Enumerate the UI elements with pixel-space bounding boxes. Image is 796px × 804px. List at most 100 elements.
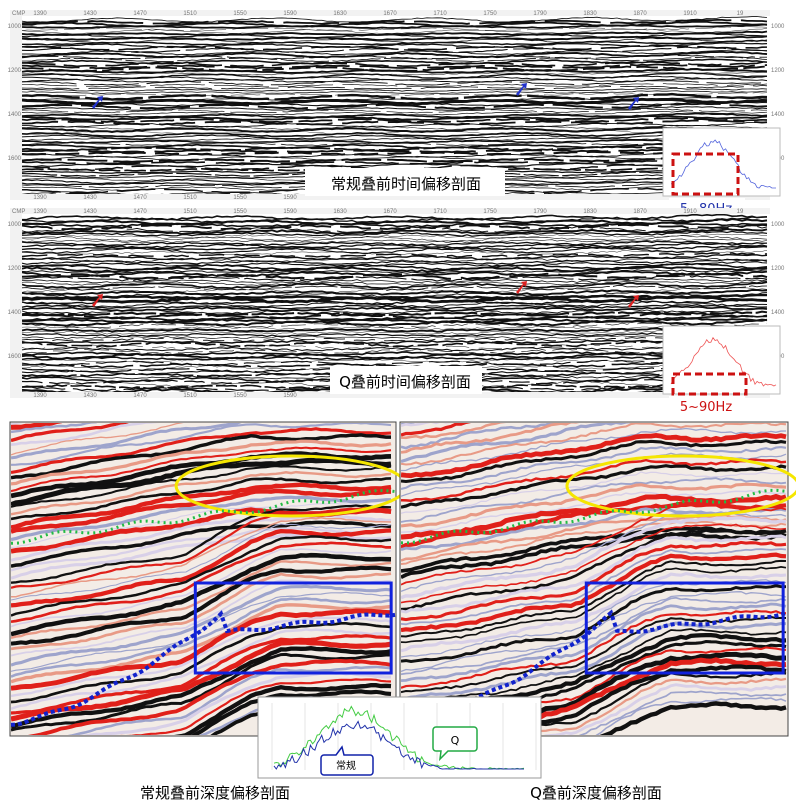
depth-reflector <box>11 628 391 710</box>
depth-reflector <box>11 427 392 475</box>
depth-reflector <box>11 523 392 601</box>
reflector <box>22 258 768 265</box>
depth-reflector <box>27 658 392 735</box>
cmp-label: 1710 <box>433 209 447 215</box>
bubble-q <box>432 726 478 762</box>
depth-reflector <box>174 683 392 735</box>
reflector <box>22 235 768 242</box>
reflector <box>22 345 768 352</box>
reflector <box>22 223 768 231</box>
reflector <box>22 314 767 322</box>
reflector <box>22 56 768 63</box>
section-caption: 常规叠前深度偏移剖面 <box>140 784 290 802</box>
cmp-label: 1550 <box>233 209 247 215</box>
cmp-label: 1670 <box>383 11 397 17</box>
time-label: 1200 <box>771 68 785 74</box>
depth-reflector <box>401 458 787 502</box>
depth-reflector <box>11 616 392 698</box>
reflector <box>22 161 767 168</box>
depth-reflector <box>11 528 392 608</box>
cmp-label: 1590 <box>283 195 297 201</box>
reflector <box>22 278 768 284</box>
depth-reflector <box>401 532 787 579</box>
reflector <box>22 334 768 340</box>
band-box <box>671 372 748 396</box>
reflector <box>22 238 768 244</box>
reflector <box>22 58 768 65</box>
cmp-label: 19 <box>737 209 744 215</box>
reflector <box>22 343 768 350</box>
cmp-label: 1790 <box>533 209 547 215</box>
reflector <box>22 310 768 317</box>
reflector <box>22 362 768 369</box>
depth-reflector <box>401 529 787 611</box>
spectrum-curve <box>670 336 777 387</box>
cmp-label: 1750 <box>483 209 497 215</box>
depth-reflector <box>578 690 787 735</box>
cmp-label: 1590 <box>283 393 297 399</box>
reflector <box>22 329 767 335</box>
depth-reflector <box>401 432 787 479</box>
reflector <box>22 92 768 101</box>
depth-reflector <box>11 517 392 598</box>
horizon-blue <box>10 610 396 727</box>
depth-reflector <box>401 423 787 466</box>
depth-reflector <box>401 439 787 484</box>
depth-reflector <box>595 696 787 735</box>
time-label: 1400 <box>8 310 22 316</box>
depth-reflector <box>401 423 786 464</box>
depth-reflector <box>401 596 787 676</box>
reflector <box>22 240 768 247</box>
reflector <box>22 42 768 49</box>
seismic <box>22 16 768 194</box>
depth-reflector <box>11 423 129 443</box>
cmp-label: 1430 <box>83 393 97 399</box>
reflector <box>22 303 768 310</box>
reflector <box>22 289 768 296</box>
reflector <box>22 39 768 46</box>
cmp-label: 1510 <box>183 195 197 201</box>
reflector <box>22 108 768 114</box>
reflector <box>22 354 768 361</box>
reflector <box>22 322 768 328</box>
depth-reflector <box>11 433 391 480</box>
reflector <box>22 87 768 92</box>
depth-reflector <box>493 671 787 735</box>
reflector <box>22 126 768 134</box>
depth-reflector <box>11 646 392 729</box>
reflector <box>22 387 768 392</box>
time-label: 1400 <box>771 112 785 118</box>
time-label: 1000 <box>8 24 22 30</box>
depth-reflector <box>401 602 787 682</box>
reflector <box>22 114 768 121</box>
reflector <box>22 128 768 135</box>
cmp-label: 1390 <box>33 11 47 17</box>
depth-reflector <box>11 423 98 434</box>
depth-reflector <box>11 482 392 530</box>
depth-reflector <box>11 535 392 617</box>
depth-reflector <box>11 477 392 521</box>
section-caption: 常规叠前时间偏移剖面 <box>331 175 481 193</box>
depth-reflector <box>401 493 787 540</box>
depth-reflector <box>401 526 787 573</box>
depth-reflector <box>401 423 507 440</box>
arrow <box>516 83 527 96</box>
focus-box <box>584 581 785 675</box>
bubble-conv <box>320 745 374 776</box>
depth-reflector <box>401 427 787 472</box>
reflector <box>22 92 768 97</box>
depth-reflector <box>11 603 392 684</box>
depth-reflector <box>543 683 787 735</box>
depth-reflector <box>11 584 392 667</box>
depth-reflector <box>11 560 392 640</box>
cmp-label: 1910 <box>683 11 697 17</box>
axis-corner: CMP <box>12 11 25 17</box>
reflector <box>22 141 768 147</box>
reflector <box>22 145 768 152</box>
depth-reflector <box>11 597 392 678</box>
time-label: 1200 <box>8 68 22 74</box>
depth-reflector <box>401 540 787 622</box>
depth-reflector <box>11 591 392 672</box>
depth-reflector <box>401 548 787 626</box>
time-label: 1600 <box>8 156 22 162</box>
